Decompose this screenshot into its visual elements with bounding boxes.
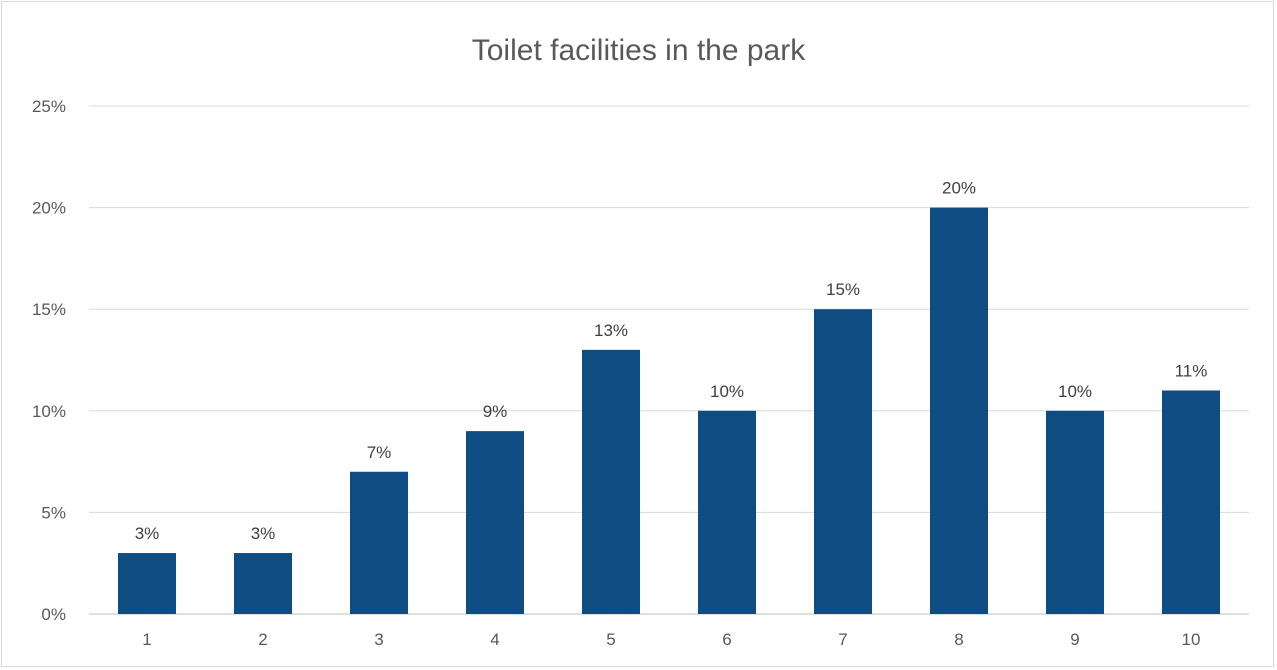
- chart-title: Toilet facilities in the park: [471, 34, 806, 67]
- bar: [930, 207, 988, 614]
- x-tick-label: 8: [954, 630, 963, 649]
- x-tick-label: 10: [1182, 630, 1201, 649]
- data-label: 10%: [710, 382, 744, 401]
- data-label: 15%: [826, 280, 860, 299]
- y-tick-label: 15%: [32, 300, 66, 319]
- bar: [350, 471, 408, 614]
- y-tick-label: 25%: [32, 97, 66, 116]
- data-label: 3%: [135, 524, 160, 543]
- bar: [698, 410, 756, 614]
- x-tick-label: 6: [722, 630, 731, 649]
- bar: [814, 309, 872, 614]
- bar: [118, 553, 176, 614]
- bar: [1162, 390, 1220, 614]
- data-label: 10%: [1058, 382, 1092, 401]
- x-tick-label: 9: [1070, 630, 1079, 649]
- data-label: 7%: [367, 443, 392, 462]
- y-tick-label: 10%: [32, 402, 66, 421]
- data-label: 9%: [483, 402, 508, 421]
- x-tick-label: 4: [490, 630, 499, 649]
- x-tick-label: 1: [142, 630, 151, 649]
- x-tick-label: 5: [606, 630, 615, 649]
- data-label: 13%: [594, 321, 628, 340]
- bar: [234, 553, 292, 614]
- bar: [1046, 410, 1104, 614]
- data-label: 20%: [942, 179, 976, 198]
- x-tick-label: 2: [258, 630, 267, 649]
- bar: [582, 349, 640, 614]
- y-tick-label: 5%: [41, 503, 66, 522]
- x-tick-label: 7: [838, 630, 847, 649]
- x-tick-label: 3: [374, 630, 383, 649]
- data-label: 11%: [1175, 361, 1208, 380]
- y-tick-label: 20%: [32, 199, 66, 218]
- y-tick-label: 0%: [41, 605, 66, 624]
- bar: [466, 431, 524, 614]
- data-label: 3%: [251, 524, 276, 543]
